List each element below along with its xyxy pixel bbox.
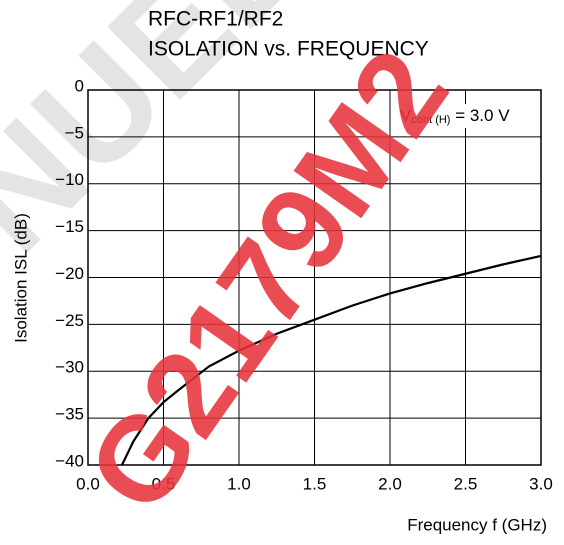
y-tick-label: 0 bbox=[75, 76, 84, 95]
y-axis-label: Isolation ISL (dB) bbox=[11, 213, 30, 343]
annotation-bg bbox=[398, 104, 538, 128]
y-tick-label: −40 bbox=[55, 451, 84, 470]
y-tick-label: −20 bbox=[55, 264, 84, 283]
x-tick-label: 3.0 bbox=[529, 474, 553, 493]
y-tick-label: −25 bbox=[55, 311, 84, 330]
x-tick-label: 0.0 bbox=[76, 474, 100, 493]
y-tick-label: −35 bbox=[55, 405, 84, 424]
x-tick-label: 0.5 bbox=[152, 474, 176, 493]
annotation-part: cont (H) bbox=[411, 114, 450, 126]
y-tick-label: −30 bbox=[55, 358, 84, 377]
plot-frame bbox=[87, 89, 542, 466]
chart-title: ISOLATION vs. FREQUENCY bbox=[148, 38, 429, 61]
x-tick-label: 2.5 bbox=[454, 474, 478, 493]
annotation: Vcont (H) = 3.0 V bbox=[400, 106, 510, 125]
y-tick-label: −15 bbox=[55, 217, 84, 236]
y-tick-label: −10 bbox=[55, 170, 84, 189]
data-line bbox=[120, 254, 542, 466]
chart-title: RFC-RF1/RF2 bbox=[148, 8, 283, 31]
y-tick-label: −5 bbox=[65, 123, 84, 142]
x-tick-label: 2.0 bbox=[378, 474, 402, 493]
x-tick-label: 1.0 bbox=[227, 474, 251, 493]
x-axis-label: Frequency f (GHz) bbox=[407, 515, 547, 534]
annotation-part: V bbox=[400, 106, 412, 125]
x-tick-label: 1.5 bbox=[303, 474, 327, 493]
annotation-part: = 3.0 V bbox=[450, 106, 510, 125]
